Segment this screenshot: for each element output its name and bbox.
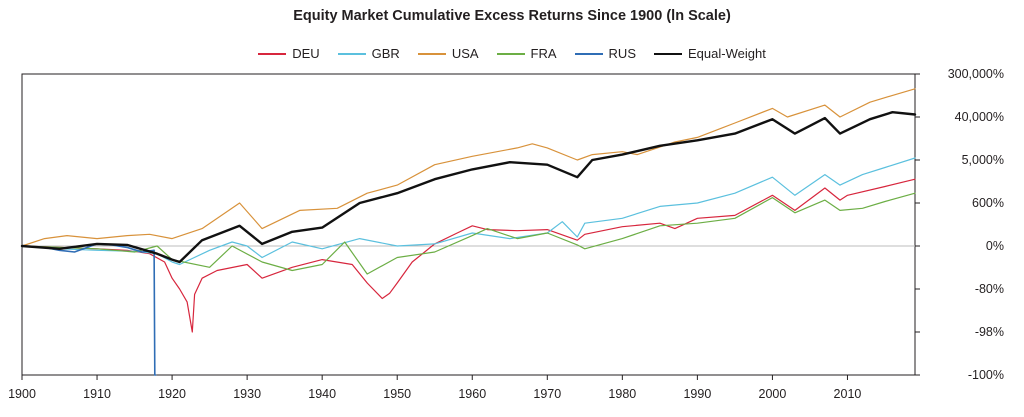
y-tick-label: 0% <box>986 239 1004 253</box>
series-line-gbr <box>21 157 916 266</box>
x-tick-label: 2010 <box>834 387 862 401</box>
legend-swatch <box>574 52 603 55</box>
x-tick-label: 1940 <box>308 387 336 401</box>
series-line-usa <box>21 88 916 247</box>
plot-frame <box>21 73 916 376</box>
y-tick-label: -98% <box>975 325 1004 339</box>
x-tick-label: 1970 <box>533 387 561 401</box>
series-line-rus <box>21 243 157 376</box>
x-tick-label: 1920 <box>158 387 186 401</box>
legend-swatch <box>337 52 366 55</box>
legend: DEU GBR USA FRA RUS Equal-Weight <box>0 46 1024 61</box>
chart-title: Equity Market Cumulative Excess Returns … <box>293 8 731 24</box>
series-line-equal-weight <box>20 110 917 264</box>
legend-swatch <box>496 52 525 55</box>
legend-label: DEU <box>292 46 320 61</box>
x-tick-label: 1910 <box>83 387 111 401</box>
legend-swatch <box>417 52 446 55</box>
legend-item-deu: DEU <box>258 46 320 61</box>
x-tick-label: 1960 <box>458 387 486 401</box>
y-tick-label: 40,000% <box>955 110 1004 124</box>
legend-item-usa: USA <box>417 46 479 61</box>
legend-item-gbr: GBR <box>337 46 400 61</box>
legend-swatch <box>258 52 287 55</box>
x-tick-label: 2000 <box>759 387 787 401</box>
legend-item-rus: RUS <box>574 46 636 61</box>
y-tick-label: 5,000% <box>962 153 1004 167</box>
x-tick-label: 1950 <box>383 387 411 401</box>
x-tick-label: 1930 <box>233 387 261 401</box>
y-tick-label: -100% <box>968 368 1004 382</box>
y-tick-label: 600% <box>972 196 1004 210</box>
x-tick-label: 1990 <box>683 387 711 401</box>
legend-label: FRA <box>530 46 557 61</box>
legend-label: GBR <box>371 46 400 61</box>
y-tick-label: -80% <box>975 282 1004 296</box>
x-tick-label: 1900 <box>8 387 36 401</box>
legend-label: Equal-Weight <box>688 46 766 61</box>
legend-item-fra: FRA <box>496 46 557 61</box>
x-tick-label: 1980 <box>608 387 636 401</box>
legend-swatch <box>654 52 682 55</box>
legend-item-equal-weight: Equal-Weight <box>654 46 766 61</box>
y-tick-label: 300,000% <box>948 67 1004 81</box>
series-line-deu <box>21 178 916 333</box>
legend-label: USA <box>451 46 479 61</box>
legend-label: RUS <box>608 46 636 61</box>
